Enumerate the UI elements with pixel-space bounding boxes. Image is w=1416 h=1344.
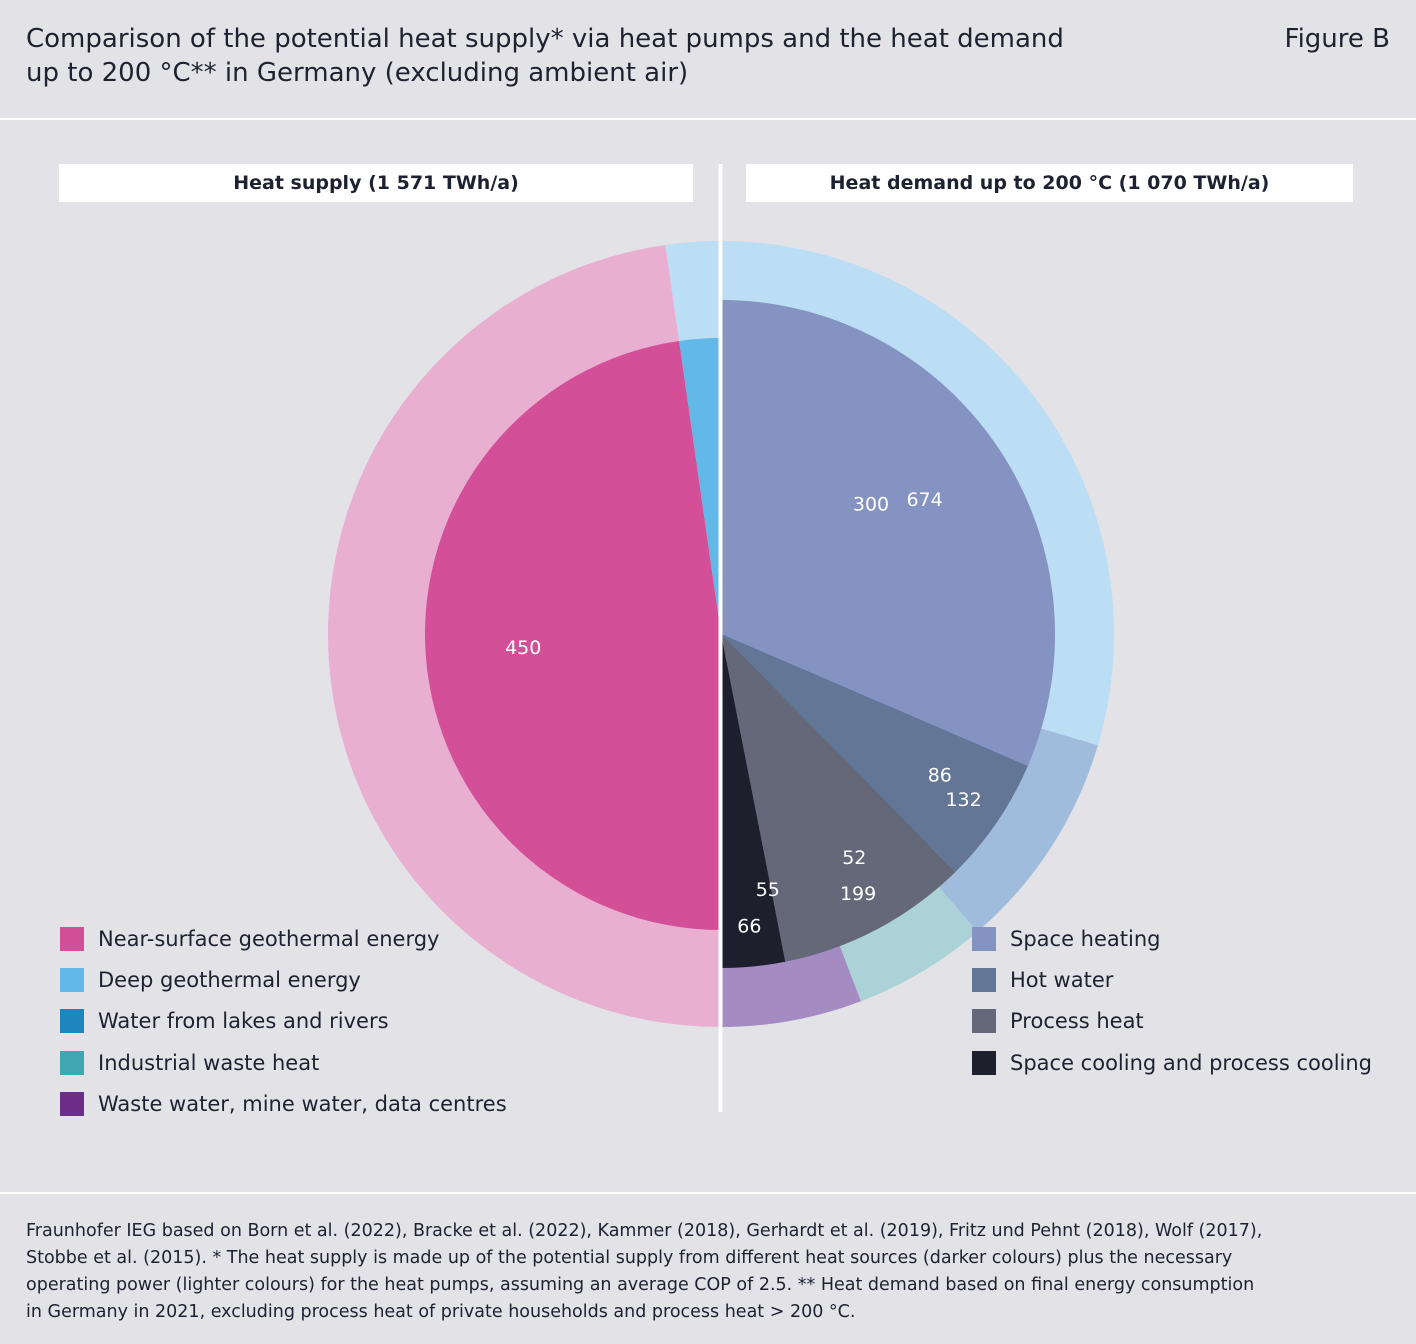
legend-label: Process heat (1010, 1009, 1144, 1034)
supply-value-label-deep-geothermal-energy: 300 (853, 493, 889, 515)
source-line: Fraunhofer IEG based on Born et al. (202… (26, 1221, 1263, 1241)
legend-item-space-heating: Space heating (972, 918, 1372, 959)
source-note: Fraunhofer IEG based on Born et al. (202… (26, 1218, 1396, 1326)
supply-value-label-industrial-waste-heat: 52 (842, 847, 866, 869)
legend-swatch (60, 1050, 84, 1075)
figure-label: Figure B (1284, 24, 1391, 54)
demand-panel-header: Heat demand up to 200 °C (1 070 TWh/a) (746, 164, 1353, 202)
legend-label: Space cooling and process cooling (1010, 1050, 1373, 1075)
legend-item-waste-water: Waste water, mine water, data centres (60, 1083, 507, 1124)
demand-slice-space-cooling-and-process-cooling (721, 634, 786, 968)
legend-swatch (972, 926, 996, 951)
source-line: in Germany in 2021, excluding process he… (26, 1302, 856, 1322)
legend-swatch (972, 1009, 996, 1034)
legend-swatch (60, 967, 84, 992)
legend-item-industrial-waste-heat: Industrial waste heat (60, 1042, 507, 1083)
legend-swatch (972, 1050, 996, 1075)
figure-title-line-1: Comparison of the potential heat supply*… (26, 24, 1064, 54)
legend-label: Space heating (1010, 926, 1161, 951)
legend-item-deep-geothermal: Deep geothermal energy (60, 959, 507, 1000)
supply-value-label-waste-water-mine-water-data-centres: 55 (756, 879, 780, 901)
legend-label: Industrial waste heat (98, 1050, 320, 1075)
legend-swatch (60, 926, 84, 951)
legend-label: Water from lakes and rivers (98, 1009, 389, 1034)
demand-slice-process-heat (721, 634, 956, 962)
legend-item-hot-water: Hot water (972, 959, 1372, 1000)
legend-swatch (60, 1009, 84, 1034)
supply-panel-header: Heat supply (1 571 TWh/a) (59, 164, 693, 202)
value-labels: 450 300 86 52 55 674 132 199 66 (505, 489, 982, 938)
demand-value-label-hot-water: 132 (945, 789, 981, 811)
legend-item-process-heat: Process heat (972, 1001, 1372, 1042)
demand-legend: Space heating Hot water Process heat Spa… (972, 918, 1372, 1083)
legend-swatch (972, 967, 996, 992)
demand-value-label-process-heat: 199 (840, 883, 876, 905)
supply-legend: Near-surface geothermal energy Deep geot… (60, 918, 507, 1124)
legend-item-cooling: Space cooling and process cooling (972, 1042, 1372, 1083)
legend-label: Hot water (1010, 967, 1114, 992)
figure-title-line-2: up to 200 °C** in Germany (excluding amb… (26, 58, 689, 88)
demand-slice-space-heating (721, 300, 1055, 766)
figure-title: Comparison of the potential heat supply*… (26, 22, 1066, 90)
demand-slice-hot-water (721, 634, 1028, 873)
chart-canvas: 450 300 86 52 55 674 132 199 66 (327, 164, 1115, 1112)
legend-label: Waste water, mine water, data centres (98, 1091, 507, 1116)
supply-value-label-water-from-lakes-and-rivers: 86 (928, 764, 952, 786)
legend-label: Near-surface geothermal energy (98, 926, 440, 951)
demand-pie (721, 300, 1055, 968)
source-line: operating power (lighter colours) for th… (26, 1275, 1255, 1295)
legend-item-near-surface: Near-surface geothermal energy (60, 918, 507, 959)
center-divider (718, 164, 723, 1112)
footer-divider (0, 1192, 1416, 1194)
demand-value-label-space-cooling-and-process-cooling: 66 (737, 916, 761, 938)
supply-value-label-near-surface-geothermal-energy: 450 (505, 637, 541, 659)
source-line: Stobbe et al. (2015). * The heat supply … (26, 1248, 1233, 1268)
legend-item-lakes-rivers: Water from lakes and rivers (60, 1001, 507, 1042)
demand-value-label-space-heating: 674 (906, 489, 942, 511)
header-divider (0, 118, 1416, 120)
supply-inner-slice-near-surface-geothermal-energy (425, 340, 721, 931)
legend-swatch (60, 1091, 84, 1116)
legend-label: Deep geothermal energy (98, 967, 361, 992)
